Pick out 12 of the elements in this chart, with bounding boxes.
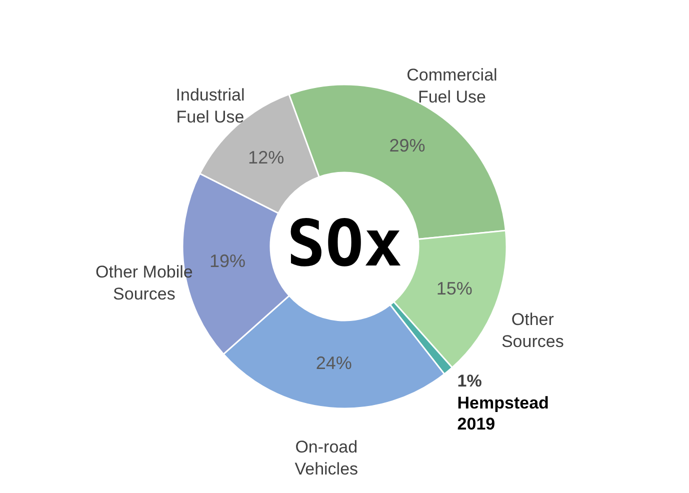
data-label: 12% — [248, 147, 284, 168]
slice-label: Industrial Fuel Use — [176, 86, 245, 127]
data-label: 15% — [436, 278, 472, 298]
data-label: 1% — [457, 372, 482, 391]
slice-label: On-road Vehicles — [294, 438, 358, 479]
text: SOx — [286, 208, 402, 282]
slice-label: Hempstead 2019 — [457, 394, 549, 434]
data-label: 24% — [316, 353, 352, 374]
slice-label: Commercial Fuel Use — [406, 65, 498, 106]
data-label: 19% — [209, 250, 246, 271]
slice-label: Other Sources — [501, 310, 564, 352]
data-label: 29% — [389, 136, 426, 156]
